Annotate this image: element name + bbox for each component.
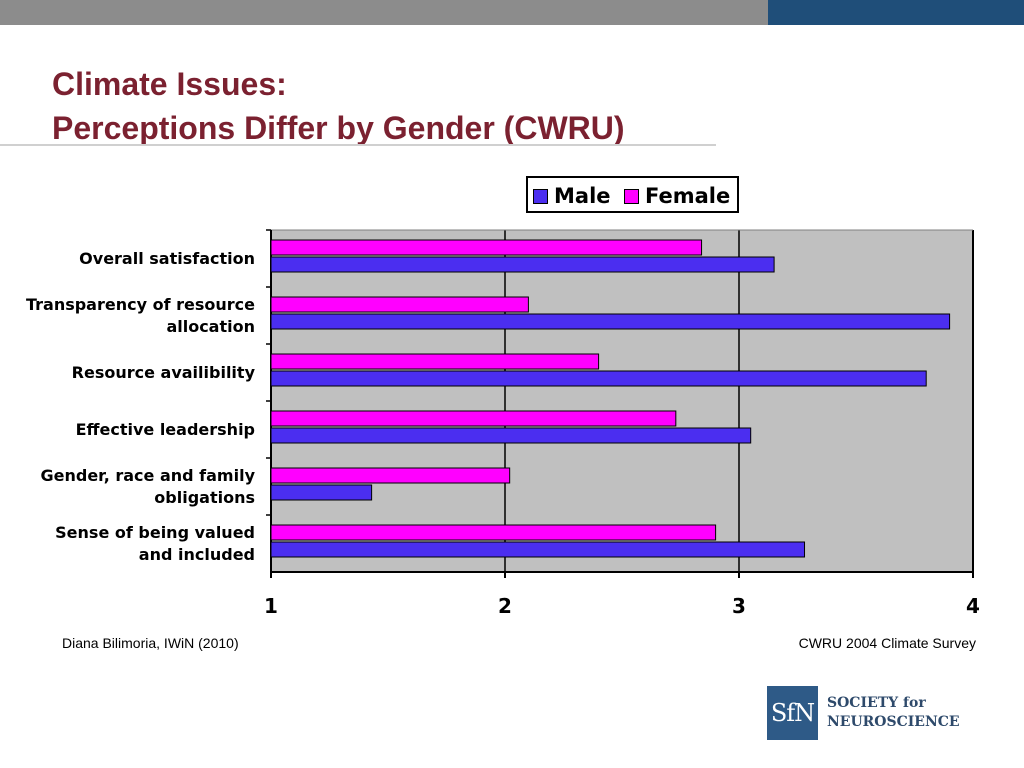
bar-male	[270, 370, 927, 387]
bar-female	[270, 467, 511, 484]
x-tick-label: 4	[966, 594, 980, 618]
bar-male	[270, 256, 775, 273]
x-tick-label: 3	[732, 594, 746, 618]
legend-item-male: Male	[533, 183, 611, 209]
bar-female	[270, 524, 717, 541]
legend-swatch-female	[624, 188, 639, 204]
logo-mark: SfN	[767, 686, 818, 740]
bar-female	[270, 239, 703, 256]
category-label: Sense of being valued	[55, 523, 255, 542]
legend-swatch-male	[533, 188, 548, 204]
category-label: obligations	[154, 488, 255, 507]
footer-source: CWRU 2004 Climate Survey	[798, 635, 976, 651]
x-tick-label: 1	[264, 594, 278, 618]
bar-female	[270, 353, 600, 370]
x-tick-label: 2	[498, 594, 512, 618]
bar-male	[270, 484, 373, 501]
plot-area	[271, 230, 973, 572]
chart-legend: Male Female	[526, 176, 739, 213]
category-label: Transparency of resource	[26, 295, 255, 314]
category-label: allocation	[166, 317, 255, 336]
top-bar-blue	[768, 0, 1024, 25]
bar-male	[270, 427, 752, 444]
category-label: Resource availibility	[72, 363, 256, 382]
title-divider	[0, 144, 716, 146]
legend-item-female: Female	[624, 183, 730, 209]
logo-line-1: SOCIETY for	[827, 695, 926, 711]
logo-line-2: NEUROSCIENCE	[827, 714, 960, 730]
legend-label-female: Female	[645, 184, 731, 208]
bar-male	[270, 313, 951, 330]
bar-female	[270, 296, 529, 313]
title-line-1: Climate Issues:	[52, 66, 287, 102]
title-line-2: Perceptions Differ by Gender (CWRU)	[52, 110, 625, 146]
logo-wordmark: SOCIETY for NEUROSCIENCE	[827, 694, 960, 732]
category-label: Overall satisfaction	[79, 249, 255, 268]
bar-female	[270, 410, 677, 427]
footer-citation: Diana Bilimoria, IWiN (2010)	[62, 635, 239, 651]
category-label: and included	[139, 545, 255, 564]
category-label: Effective leadership	[76, 420, 255, 439]
legend-label-male: Male	[554, 184, 611, 208]
category-label: Gender, race and family	[41, 466, 256, 485]
top-bar-gray	[0, 0, 768, 25]
sfn-logo: SfN SOCIETY for NEUROSCIENCE	[767, 686, 967, 740]
slide-title: Climate Issues: Perceptions Differ by Ge…	[52, 62, 752, 150]
bar-male	[270, 541, 806, 558]
